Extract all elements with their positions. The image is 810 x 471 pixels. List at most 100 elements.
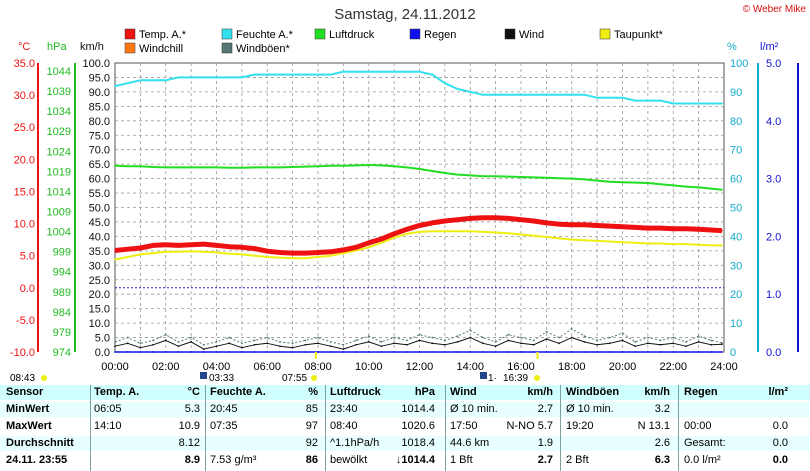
data-point bbox=[634, 351, 637, 353]
data-point bbox=[583, 351, 586, 353]
table-cell-temp-v: °C bbox=[187, 386, 200, 398]
data-point bbox=[329, 164, 332, 167]
data-point bbox=[608, 240, 611, 243]
data-point bbox=[393, 165, 396, 168]
y-tick-label-pressure: 1004 bbox=[47, 227, 71, 239]
data-point bbox=[570, 336, 573, 339]
data-point bbox=[215, 351, 218, 353]
y-tick-label-temp: 25.0 bbox=[14, 122, 35, 134]
data-point bbox=[507, 339, 510, 342]
data-point bbox=[482, 342, 484, 345]
data-point bbox=[228, 166, 231, 169]
data-point bbox=[482, 175, 484, 178]
data-point bbox=[190, 351, 193, 353]
data-point bbox=[456, 351, 459, 353]
data-point bbox=[202, 166, 205, 169]
y-tick-label-pressure: 999 bbox=[53, 247, 71, 259]
x-tick-label: 16:00 bbox=[507, 361, 535, 373]
data-point bbox=[621, 332, 624, 335]
table-cell-temp-t: Temp. A. bbox=[94, 386, 140, 398]
data-point bbox=[545, 176, 548, 179]
y-tick-label-wind: 95.0 bbox=[89, 72, 110, 84]
y-tick-label-rain: 2.0 bbox=[766, 231, 781, 243]
data-point bbox=[139, 165, 142, 168]
axis-unit-humidity: % bbox=[727, 41, 737, 53]
table-cell-wind-v: km/h bbox=[527, 386, 553, 398]
data-point bbox=[355, 164, 357, 167]
data-point bbox=[570, 351, 573, 353]
data-point bbox=[710, 244, 713, 247]
table-cell-pres-v: 1014.4 bbox=[401, 403, 435, 415]
data-point bbox=[418, 339, 421, 342]
table-cell-temp-v: 8.12 bbox=[178, 437, 200, 449]
sun-event-label: 03:33 bbox=[209, 373, 234, 384]
table-cell-pres-v: 1018.4 bbox=[401, 437, 435, 449]
data-point bbox=[634, 340, 637, 343]
data-point bbox=[672, 342, 675, 345]
data-point bbox=[304, 252, 307, 254]
sun-event-label: 08:43 bbox=[10, 373, 35, 384]
y-tick-label-wind: 45.0 bbox=[89, 217, 110, 229]
y-tick-label-pressure: 1019 bbox=[47, 166, 71, 178]
data-point bbox=[570, 327, 573, 330]
data-point bbox=[291, 257, 294, 260]
data-point bbox=[126, 351, 129, 353]
data-point bbox=[456, 173, 459, 176]
data-point bbox=[279, 251, 281, 254]
data-point bbox=[558, 351, 560, 353]
data-point bbox=[697, 102, 700, 105]
data-point bbox=[342, 343, 345, 346]
data-point bbox=[279, 340, 281, 343]
table-row: MinWert 06:05 5.3 20:45 85 23:40 1014.4 Ø 10 mi… bbox=[0, 402, 810, 417]
data-point bbox=[720, 351, 723, 353]
table-column-divider bbox=[90, 385, 91, 471]
legend-swatch bbox=[124, 28, 136, 40]
data-point bbox=[570, 223, 573, 226]
y-tick-label-rain: 3.0 bbox=[766, 174, 781, 186]
data-point bbox=[405, 166, 408, 169]
legend-label: Wind bbox=[519, 29, 544, 41]
table-cell-gust-v: km/h bbox=[644, 386, 670, 398]
table-cell-rain-v: 0.0 bbox=[772, 437, 788, 449]
data-point bbox=[190, 336, 193, 339]
data-point bbox=[380, 164, 383, 167]
data-point bbox=[126, 256, 129, 258]
y-tick-label-pressure: 1044 bbox=[47, 66, 71, 78]
data-point bbox=[367, 340, 370, 343]
table-cell-rain-t: 0.0 l/m² bbox=[684, 454, 721, 466]
table-cell-temp-v: 5.3 bbox=[184, 403, 200, 415]
y-tick-label-humidity: 0 bbox=[730, 347, 736, 359]
data-point bbox=[355, 70, 357, 73]
y-tick-label-temp: 15.0 bbox=[14, 186, 35, 198]
data-point bbox=[304, 339, 307, 342]
axis-unit-rain: l/m² bbox=[760, 41, 779, 53]
table-cell-label: Durchschnitt bbox=[6, 437, 74, 449]
data-point bbox=[494, 351, 497, 353]
data-point bbox=[393, 236, 396, 239]
y-tick-label-wind: 10.0 bbox=[89, 318, 110, 330]
data-point bbox=[152, 351, 154, 353]
data-point bbox=[558, 342, 560, 345]
table-cell-rain-v: 0.0 bbox=[772, 420, 788, 432]
table-cell-temp-v: 8.9 bbox=[184, 454, 200, 466]
data-point bbox=[240, 166, 243, 169]
data-point bbox=[608, 180, 611, 183]
data-point bbox=[482, 231, 484, 233]
data-point bbox=[228, 351, 231, 353]
table-cell-gust-v: 2.6 bbox=[654, 437, 670, 449]
sun-icon bbox=[41, 375, 47, 381]
data-point bbox=[266, 166, 269, 169]
data-point bbox=[126, 248, 129, 251]
y-tick-label-humidity: 100 bbox=[730, 58, 748, 70]
y-tick-label-rain: 0.0 bbox=[766, 347, 781, 359]
y-tick-label-wind: 5.0 bbox=[95, 333, 110, 345]
data-point bbox=[659, 343, 662, 346]
data-point bbox=[266, 336, 269, 339]
data-point bbox=[367, 164, 370, 166]
data-point bbox=[608, 225, 611, 228]
data-point bbox=[393, 351, 396, 353]
table-cell-gust-t: 2 Bft bbox=[566, 454, 589, 466]
y-tick-label-wind: 50.0 bbox=[89, 203, 110, 215]
data-point bbox=[596, 224, 599, 227]
data-point bbox=[279, 256, 281, 259]
